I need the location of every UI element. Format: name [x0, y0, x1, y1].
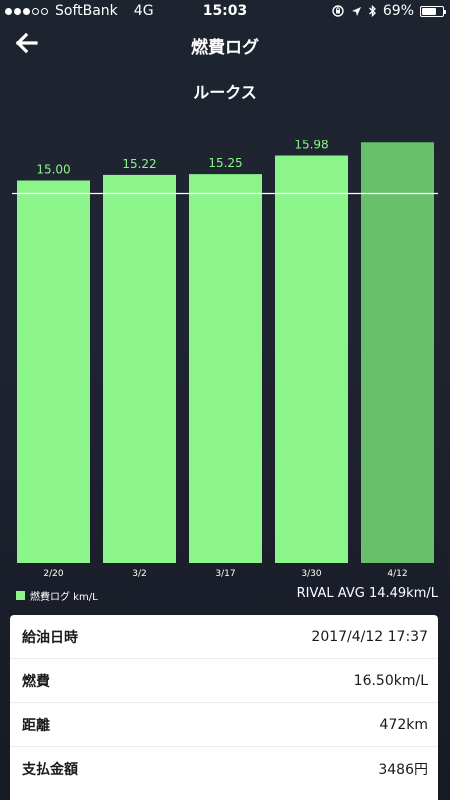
- orientation-lock-icon: [332, 5, 344, 17]
- status-bar: SoftBank 4G 15:03 69%: [0, 0, 450, 24]
- detail-row: 燃費 16.50km/L: [10, 659, 438, 703]
- bar-chart: 15.002/2015.223/215.253/1715.983/3016.50…: [12, 140, 438, 579]
- status-time: 15:03: [202, 3, 248, 19]
- x-tick-label: 3/17: [215, 569, 235, 579]
- x-tick-label: 2/20: [43, 569, 63, 579]
- page-title: 燃費ログ: [191, 38, 259, 58]
- fuel-economy-chart: 15.002/2015.223/215.253/1715.983/3016.50…: [0, 140, 450, 580]
- detail-value: 16.50km/L: [353, 672, 428, 689]
- x-tick-label: 4/12: [387, 569, 407, 579]
- detail-label: 燃費: [22, 673, 50, 690]
- detail-row: 給油日時 2017/4/12 17:37: [10, 615, 438, 659]
- legend-swatch: [16, 591, 25, 600]
- x-tick-label: 3/30: [301, 569, 321, 579]
- detail-label: 距離: [22, 717, 50, 734]
- rival-average: RIVAL AVG 14.49km/L: [296, 586, 438, 601]
- location-icon: [351, 6, 361, 16]
- bar-value-label: 15.22: [122, 157, 156, 171]
- chart-bar[interactable]: [189, 174, 262, 563]
- bluetooth-icon: [368, 4, 376, 18]
- carrier-name: SoftBank: [55, 3, 118, 19]
- signal-strength-icon: [5, 7, 48, 15]
- battery-icon: [420, 5, 446, 17]
- legend-label: 燃費ログ km/L: [30, 592, 98, 603]
- arrow-left-icon[interactable]: [12, 28, 42, 58]
- detail-card: 給油日時 2017/4/12 17:37 燃費 16.50km/L 距離 472km 支払金…: [10, 615, 438, 800]
- battery-fill: [422, 7, 436, 15]
- network-type: 4G: [133, 3, 154, 19]
- detail-label: 支払金額: [22, 762, 78, 778]
- status-left: SoftBank 4G: [5, 3, 154, 19]
- navigation-bar: 燃費ログ: [0, 24, 450, 64]
- detail-value: 472km: [379, 716, 428, 733]
- detail-value: 2017/4/12 17:37: [311, 628, 428, 645]
- detail-value: 3486円: [378, 762, 428, 778]
- battery-percent: 69%: [382, 3, 414, 19]
- detail-row: 支払金額 3486円: [10, 747, 438, 791]
- chart-bar[interactable]: [17, 180, 90, 564]
- chart-bar[interactable]: [361, 142, 434, 563]
- chart-bar[interactable]: [275, 155, 348, 563]
- chart-legend: 燃費ログ km/L: [16, 588, 98, 603]
- bar-value-label: 15.25: [208, 156, 242, 170]
- detail-row: 距離 472km: [10, 703, 438, 747]
- detail-label: 給油日時: [22, 629, 78, 646]
- bar-value-label: 15.98: [294, 140, 328, 152]
- x-tick-label: 3/2: [132, 569, 146, 579]
- status-right: 69%: [331, 3, 446, 19]
- car-name: ルークス: [193, 83, 257, 102]
- bar-value-label: 15.00: [36, 163, 70, 177]
- chart-bar[interactable]: [103, 174, 176, 563]
